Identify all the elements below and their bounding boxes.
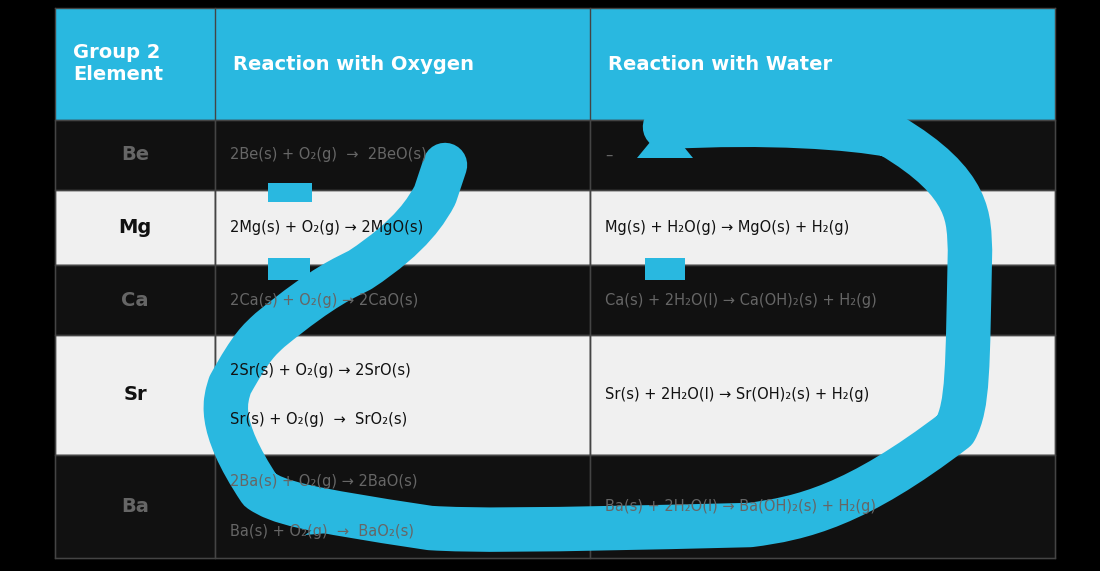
Bar xyxy=(590,455,1055,558)
Text: 2Be(s) + O₂(g)  →  2BeO(s): 2Be(s) + O₂(g) → 2BeO(s) xyxy=(230,147,427,163)
Text: Ba(s) + 2H₂O(l) → Ba(OH)₂(s) + H₂(g): Ba(s) + 2H₂O(l) → Ba(OH)₂(s) + H₂(g) xyxy=(605,499,876,514)
Bar xyxy=(214,265,590,335)
Text: Reaction with Oxygen: Reaction with Oxygen xyxy=(233,54,474,74)
Bar xyxy=(55,120,215,190)
Bar xyxy=(55,8,215,120)
Text: 2Mg(s) + O₂(g) → 2MgO(s): 2Mg(s) + O₂(g) → 2MgO(s) xyxy=(230,220,424,235)
Bar xyxy=(214,455,590,558)
Bar xyxy=(55,455,215,558)
Bar xyxy=(214,8,590,120)
Text: Ca: Ca xyxy=(121,291,148,309)
Text: Ba: Ba xyxy=(121,497,148,516)
Text: 2Sr(s) + O₂(g) → 2SrO(s)

Sr(s) + O₂(g)  →  SrO₂(s): 2Sr(s) + O₂(g) → 2SrO(s) Sr(s) + O₂(g) →… xyxy=(230,363,410,427)
Text: Mg: Mg xyxy=(119,218,152,237)
Bar xyxy=(590,120,1055,190)
Bar xyxy=(214,120,590,190)
Text: Sr: Sr xyxy=(123,385,146,404)
Text: Reaction with Water: Reaction with Water xyxy=(608,54,832,74)
Text: 2Ba(s) + O₂(g) → 2BaO(s)

Ba(s) + O₂(g)  →  BaO₂(s): 2Ba(s) + O₂(g) → 2BaO(s) Ba(s) + O₂(g) →… xyxy=(230,475,418,538)
Bar xyxy=(590,265,1055,335)
Bar xyxy=(214,335,590,455)
Bar xyxy=(268,183,312,202)
Text: –: – xyxy=(605,147,613,163)
Bar xyxy=(645,258,685,280)
Bar xyxy=(590,190,1055,265)
Bar xyxy=(590,335,1055,455)
Bar xyxy=(214,190,590,265)
Bar xyxy=(55,265,215,335)
Text: Ca(s) + 2H₂O(l) → Ca(OH)₂(s) + H₂(g): Ca(s) + 2H₂O(l) → Ca(OH)₂(s) + H₂(g) xyxy=(605,292,877,308)
Text: 2Ca(s) + O₂(g) → 2CaO(s): 2Ca(s) + O₂(g) → 2CaO(s) xyxy=(230,292,418,308)
Text: Group 2
Element: Group 2 Element xyxy=(73,43,163,85)
Polygon shape xyxy=(305,510,365,535)
Bar xyxy=(55,335,215,455)
Polygon shape xyxy=(637,124,693,158)
Bar xyxy=(55,190,215,265)
Text: Mg(s) + H₂O(g) → MgO(s) + H₂(g): Mg(s) + H₂O(g) → MgO(s) + H₂(g) xyxy=(605,220,849,235)
Bar xyxy=(268,258,310,280)
Text: Sr(s) + 2H₂O(l) → Sr(OH)₂(s) + H₂(g): Sr(s) + 2H₂O(l) → Sr(OH)₂(s) + H₂(g) xyxy=(605,388,869,403)
Bar xyxy=(590,8,1055,120)
Text: Be: Be xyxy=(121,146,150,164)
